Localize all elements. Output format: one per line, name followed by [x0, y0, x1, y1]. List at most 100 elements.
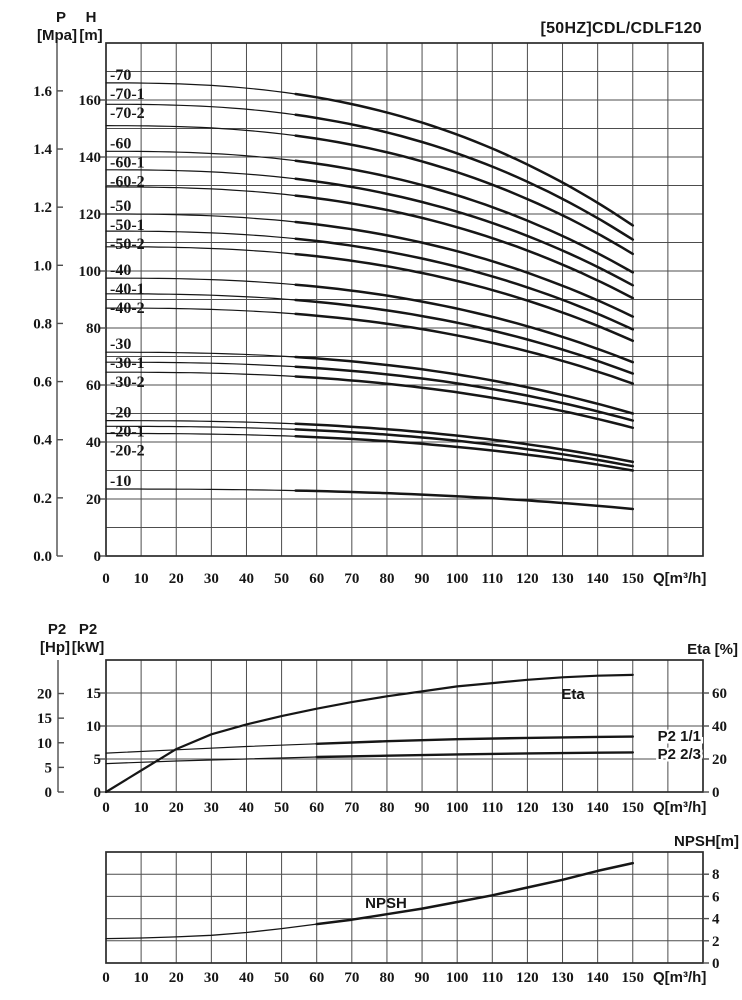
q-tick-label: 100: [446, 571, 469, 587]
hp-axis-name: P2: [48, 621, 66, 638]
curve--70-2-thin: [105, 125, 297, 137]
p2-curve-thin: [105, 743, 318, 754]
q-tick-label: 60: [309, 800, 324, 816]
q-tick-label: 110: [481, 970, 503, 986]
curve-label--50-2: -50-2: [110, 236, 145, 253]
kw-axis-name: P2: [79, 621, 97, 638]
eta-curve: [104, 673, 634, 794]
npsh-axis-label: NPSH[m]: [674, 833, 739, 850]
curve-label--20-1: -20-1: [110, 424, 145, 441]
p-axis-name: P: [56, 9, 66, 26]
npsh-tick-label: 6: [712, 889, 720, 905]
q-tick-label: 100: [446, 800, 469, 816]
npsh-curve-thin: [105, 923, 318, 940]
p2-curve-thin: [105, 756, 318, 765]
q-tick-label: 90: [415, 800, 430, 816]
eta-tick-label: 40: [712, 719, 727, 735]
curve-label--40-2: -40-2: [110, 300, 145, 317]
q-tick-label: 70: [344, 571, 359, 587]
h-axis-name: H: [86, 9, 97, 26]
kw-tick-label: 15: [86, 686, 101, 702]
q-tick-label: 30: [204, 571, 219, 587]
curve--30: [294, 355, 635, 415]
p-tick-label: 0.8: [33, 316, 52, 332]
h-tick-label: 20: [86, 492, 101, 508]
p2-1-1-label: P2 1/1: [658, 728, 701, 745]
p-tick-label: 1.2: [33, 200, 52, 216]
h-tick-label: 60: [86, 378, 101, 394]
p-tick-label: 0.4: [33, 433, 52, 449]
curve-label--30-1: -30-1: [110, 355, 145, 372]
q-tick-label: 100: [446, 970, 469, 986]
h-tick-label: 40: [86, 435, 101, 451]
q-tick-label: 50: [274, 800, 289, 816]
curve-label--20-2: -20-2: [110, 443, 145, 460]
curve--60-1: [294, 177, 635, 287]
curve--40-1-thin: [105, 293, 297, 301]
eta-axis-label: Eta [%]: [687, 641, 738, 658]
hp-axis-unit: [Hp]: [40, 639, 70, 656]
curve--60-1-thin: [105, 169, 297, 180]
curve--20-2: [294, 435, 635, 472]
eta-curve-label: Eta: [561, 686, 585, 703]
curve-label--60: -60: [110, 135, 131, 152]
q-tick-label: 130: [551, 970, 574, 986]
p-tick-label: 1.4: [33, 142, 52, 158]
npsh-chart-border: [105, 851, 704, 964]
q-tick-label: 150: [622, 571, 645, 587]
curve--20-thin: [105, 420, 297, 425]
q-tick-label: 10: [134, 800, 149, 816]
eta-tick-label: 60: [712, 686, 727, 702]
h-axis-unit: [m]: [79, 27, 102, 44]
npsh-curve-label: NPSH: [365, 895, 407, 912]
q-tick-label: 120: [516, 970, 539, 986]
curve-label--50-1: -50-1: [110, 217, 145, 234]
curve-label--10: -10: [110, 473, 131, 490]
curve--50-2: [294, 252, 635, 343]
curve-label--30-2: -30-2: [110, 374, 145, 391]
p-axis-unit: [Mpa]: [37, 27, 77, 44]
curve--30-1-thin: [105, 361, 297, 368]
curve--70-2: [294, 134, 635, 256]
curve--50: [294, 220, 635, 318]
curve--40-thin: [105, 277, 297, 286]
q-tick-label: 20: [169, 571, 184, 587]
hp-tick-label: 15: [37, 711, 52, 727]
curve--30-2: [294, 375, 635, 430]
curve--40: [294, 283, 635, 364]
curve-label--60-2: -60-2: [110, 173, 145, 190]
npsh-tick-label: 0: [712, 956, 720, 972]
curve--30-2-thin: [105, 371, 297, 378]
q-tick-label: 140: [586, 571, 609, 587]
kw-tick-label: 5: [94, 752, 102, 768]
curve--20-2-thin: [105, 432, 297, 437]
q-tick-label: 70: [344, 800, 359, 816]
q-tick-label: 10: [134, 571, 149, 587]
head-chart-border: [105, 42, 704, 557]
q-tick-label: 130: [551, 571, 574, 587]
p-tick-label: 0.2: [33, 491, 52, 507]
q-tick-label: 120: [516, 571, 539, 587]
q-tick-label: 40: [239, 571, 254, 587]
q-tick-label: 90: [415, 970, 430, 986]
curve--40-2: [294, 312, 635, 385]
q-tick-label: 50: [274, 970, 289, 986]
q-tick-label: 20: [169, 970, 184, 986]
npsh-tick-label: 2: [712, 934, 720, 950]
curve--60: [294, 159, 635, 274]
curve-label--40-1: -40-1: [110, 281, 145, 298]
q-tick-label: 130: [551, 800, 574, 816]
q-tick-label: 80: [379, 571, 394, 587]
q-tick-label: 50: [274, 571, 289, 587]
q-tick-label: 60: [309, 571, 324, 587]
p-tick-label: 1.6: [33, 84, 52, 100]
p-tick-label: 0.6: [33, 375, 52, 391]
q-tick-label: 40: [239, 800, 254, 816]
h-tick-label: 100: [79, 264, 102, 280]
q-axis-unit: Q[m³/h]: [653, 799, 706, 816]
curve-label--20: -20: [110, 405, 131, 422]
curve-label--40: -40: [110, 262, 131, 279]
curve--60-thin: [105, 150, 297, 162]
kw-tick-label: 10: [86, 719, 101, 735]
curve--30-1: [294, 365, 635, 422]
